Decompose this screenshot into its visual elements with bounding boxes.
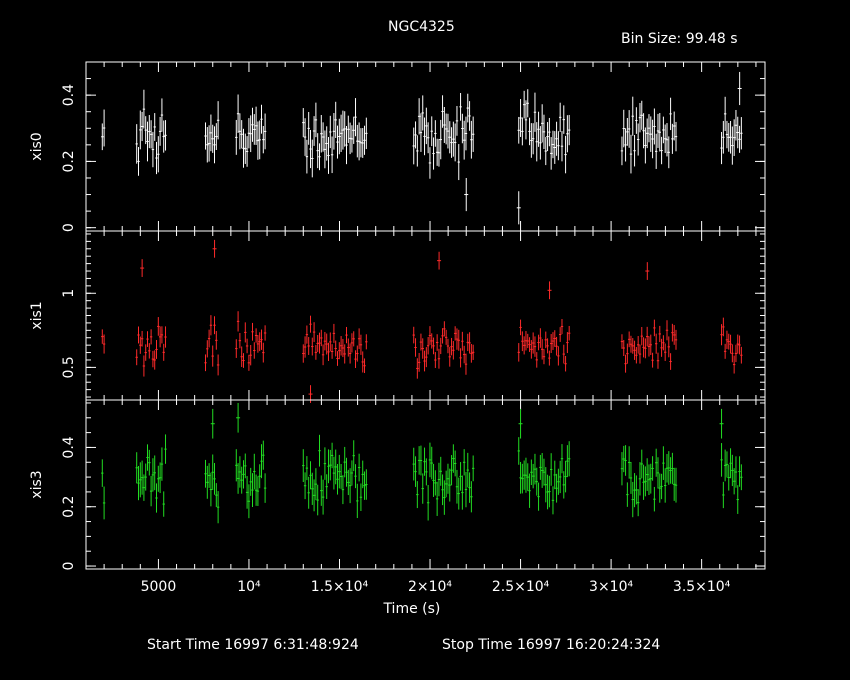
y-tick-label: 0.5 <box>61 356 77 378</box>
x-tick-label: 1.5×10⁴ <box>311 579 369 595</box>
panel-xis1: 0.5 1 xis1 <box>29 230 766 403</box>
x-tick-label: 3×10⁴ <box>589 579 633 595</box>
y-tick-label: 0 <box>61 223 77 232</box>
panel-frame <box>85 61 766 232</box>
x-tick-label: 2.5×10⁴ <box>492 579 550 595</box>
panel-xis3: 0 0.2 0.4 xis3 <box>29 399 766 571</box>
x-tick-label: 3.5×10⁴ <box>673 579 731 595</box>
y-tick-label: 0 <box>61 562 77 571</box>
bin-size-label: Bin Size: 99.48 s <box>621 31 738 47</box>
y-axis-label: xis3 <box>29 470 45 498</box>
y-tick-label: 1 <box>61 289 77 298</box>
start-time-label: Start Time 16997 6:31:48:924 <box>147 637 359 653</box>
panel-frame <box>85 399 766 570</box>
y-tick-label: 0.2 <box>61 150 77 172</box>
x-tick-label: 10⁴ <box>237 579 261 595</box>
y-tick-label: 0.4 <box>61 436 77 458</box>
y-axis-label: xis1 <box>29 301 45 329</box>
y-axis-label: xis0 <box>29 132 45 160</box>
x-tick-label: 2×10⁴ <box>408 579 452 595</box>
x-axis-label: Time (s) <box>382 601 440 617</box>
y-tick-label: 0.2 <box>61 496 77 518</box>
panel-frame <box>85 230 766 401</box>
x-tick-label: 5000 <box>141 579 177 595</box>
panel-xis0: 0 0.2 0.4 xis0 <box>29 61 766 232</box>
y-tick-label: 0.4 <box>61 84 77 106</box>
stop-time-label: Stop Time 16997 16:20:24:324 <box>442 637 661 653</box>
chart-title: NGC4325 <box>388 19 455 35</box>
